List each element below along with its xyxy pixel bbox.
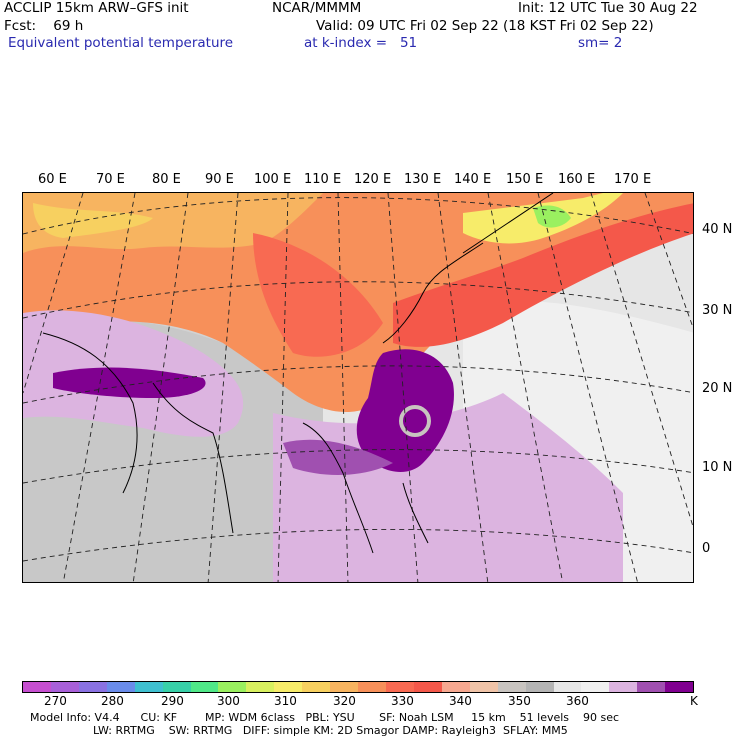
colorbar-swatch (469, 682, 498, 692)
colorbar-tick: 270 (44, 694, 67, 708)
colorbar-swatch (274, 682, 303, 692)
colorbar-swatch (441, 682, 470, 692)
colorbar-tick: 290 (161, 694, 184, 708)
map-field (23, 193, 693, 582)
colorbar-tick: 350 (508, 694, 531, 708)
lon-label: 100 E (254, 172, 292, 187)
smoothing-label: sm= 2 (578, 35, 623, 51)
colorbar-swatch (637, 682, 666, 692)
colorbar-tick: 330 (391, 694, 414, 708)
colorbar-swatch (23, 682, 51, 692)
lat-label: 10 N (702, 460, 733, 475)
colorbar-swatch (665, 682, 694, 692)
colorbar-swatch (497, 682, 526, 692)
colorbar-tick: 360 (566, 694, 589, 708)
level-index: at k-index = 51 (304, 35, 418, 51)
field-name: Equivalent potential temperature (8, 35, 234, 51)
graticule (23, 193, 693, 582)
valid-time: Valid: 09 UTC Fri 02 Sep 22 (18 KST Fri … (316, 18, 654, 34)
lon-label: 70 E (96, 172, 125, 187)
lon-label: 160 E (558, 172, 596, 187)
dark-purple-india (53, 367, 206, 398)
colorbar (22, 681, 694, 693)
purple-band-scs (283, 439, 393, 475)
colorbar-swatch (190, 682, 219, 692)
colorbar-swatch (358, 682, 386, 692)
colorbar-swatch (246, 682, 275, 692)
coastlines (42, 193, 554, 554)
colorbar-tick: 320 (333, 694, 356, 708)
very-warm-region (23, 193, 323, 253)
model-title: ACCLIP 15km ARW–GFS init (4, 0, 189, 16)
typhoon-eye (399, 405, 431, 437)
theta-e-map (22, 192, 694, 583)
colorbar-swatch (553, 682, 582, 692)
init-time: Init: 12 UTC Tue 30 Aug 22 (518, 0, 698, 16)
lon-label: 60 E (38, 172, 67, 187)
red-band (393, 203, 693, 347)
colorbar-unit: K (690, 694, 698, 708)
colorbar-swatch (218, 682, 247, 692)
lon-label: 90 E (205, 172, 234, 187)
lon-label: 170 E (614, 172, 652, 187)
forecast-hour: Fcst: 69 h (4, 18, 84, 34)
lon-label: 80 E (152, 172, 181, 187)
lon-label: 120 E (354, 172, 392, 187)
lat-label: 30 N (702, 303, 733, 318)
colorbar-swatch (162, 682, 191, 692)
colorbar-swatch (581, 682, 610, 692)
colorbar-swatch (106, 682, 135, 692)
lon-label: 130 E (404, 172, 442, 187)
colorbar-tick: 310 (274, 694, 297, 708)
colorbar-swatch (413, 682, 442, 692)
colorbar-swatch (50, 682, 79, 692)
lat-label: 0 (702, 541, 711, 556)
lat-label: 20 N (702, 381, 733, 396)
lon-label: 110 E (304, 172, 342, 187)
colorbar-swatch (78, 682, 107, 692)
model-info-line1: Model Info: V4.4 CU: KF MP: WDM 6class P… (30, 711, 620, 724)
colorbar-swatch (302, 682, 331, 692)
colorbar-swatch (134, 682, 163, 692)
colorbar-swatch (609, 682, 638, 692)
colorbar-tick: 300 (217, 694, 240, 708)
colorbar-swatch (385, 682, 414, 692)
lon-label: 140 E (454, 172, 492, 187)
model-info-line2: LW: RRTMG SW: RRTMG DIFF: simple KM: 2D … (30, 724, 568, 737)
lon-label: 150 E (506, 172, 544, 187)
red-region (253, 233, 383, 357)
colorbar-swatch (330, 682, 359, 692)
hot-spot (33, 203, 153, 238)
lat-label: 40 N (702, 222, 733, 237)
colorbar-tick: 340 (449, 694, 472, 708)
colorbar-tick: 280 (101, 694, 124, 708)
institution-label: NCAR/MMMM (272, 0, 362, 16)
colorbar-swatch (525, 682, 554, 692)
